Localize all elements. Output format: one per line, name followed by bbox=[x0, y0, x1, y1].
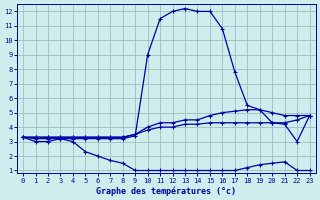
X-axis label: Graphe des températures (°c): Graphe des températures (°c) bbox=[96, 186, 236, 196]
